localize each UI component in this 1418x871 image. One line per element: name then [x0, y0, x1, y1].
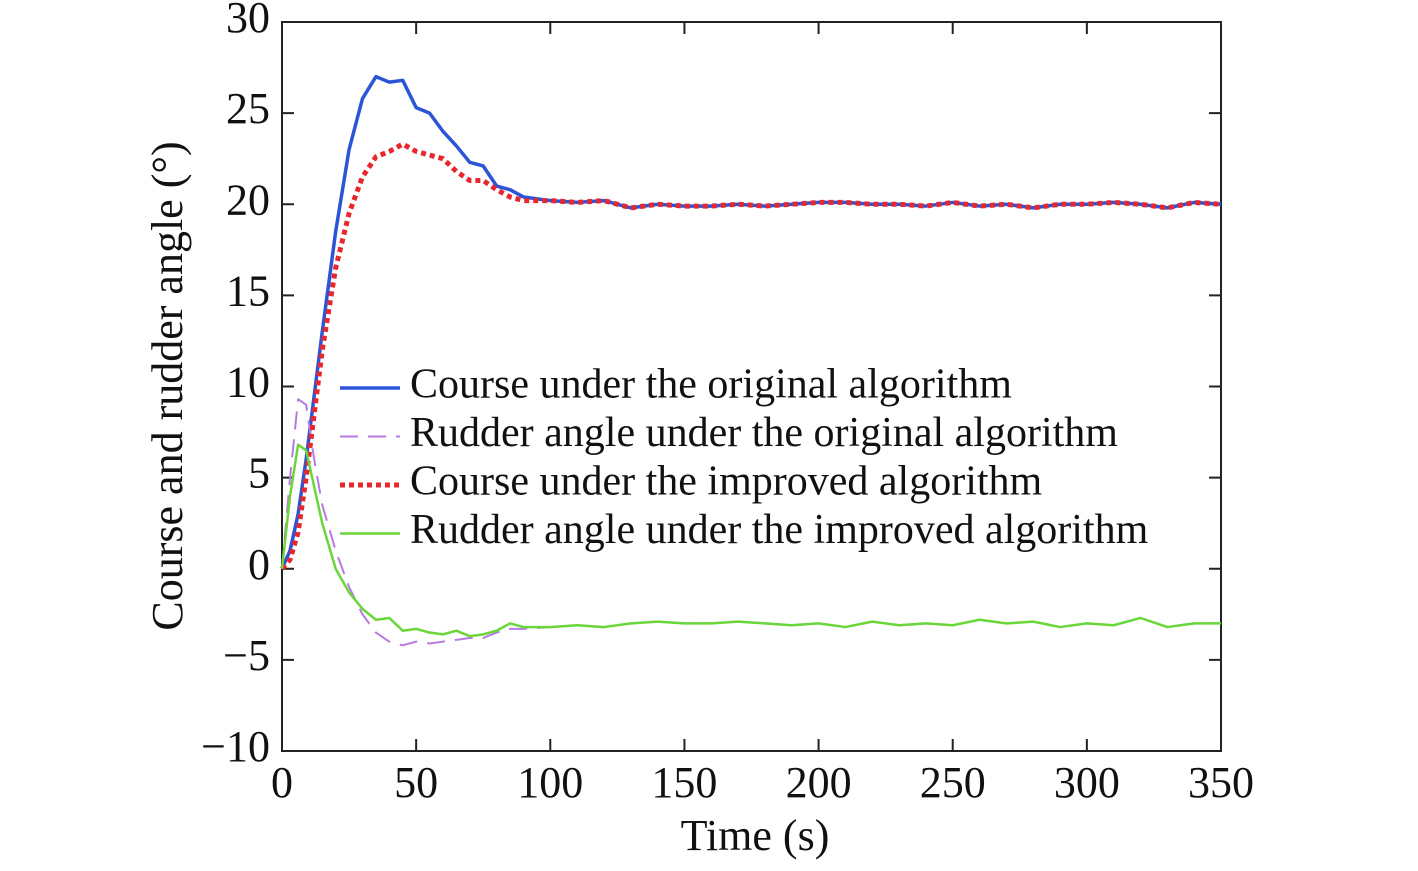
x-tick-label: 250 [920, 758, 986, 807]
x-tick-label: 0 [271, 758, 293, 807]
y-tick-label: 0 [248, 540, 270, 589]
y-tick-label: 20 [226, 175, 270, 224]
x-tick-label: 200 [786, 758, 852, 807]
y-tick-label: 30 [226, 0, 270, 42]
y-tick-label: 10 [226, 358, 270, 407]
legend-label: Rudder angle under the original algorith… [410, 410, 1118, 456]
y-tick-label: −5 [223, 631, 270, 680]
legend-label: Rudder angle under the improved algorith… [410, 507, 1149, 553]
x-tick-label: 350 [1188, 758, 1254, 807]
legend-label: Course under the improved algorithm [410, 459, 1043, 505]
x-tick-label: 150 [651, 758, 717, 807]
y-tick-label: 25 [226, 84, 270, 133]
y-tick-label: 15 [226, 266, 270, 315]
legend-label: Course under the original algorithm [410, 362, 1012, 408]
y-tick-label: 5 [248, 449, 270, 498]
series-line [280, 74, 1222, 570]
series-line [280, 443, 1221, 638]
y-axis-label: Course and rudder angle (°) [143, 141, 192, 630]
y-tick-label: −10 [201, 722, 270, 771]
x-tick-label: 50 [394, 758, 438, 807]
x-axis-label: Time (s) [681, 811, 830, 860]
series-line [280, 141, 1222, 571]
x-tick-label: 300 [1054, 758, 1120, 807]
x-tick-label: 100 [517, 758, 583, 807]
